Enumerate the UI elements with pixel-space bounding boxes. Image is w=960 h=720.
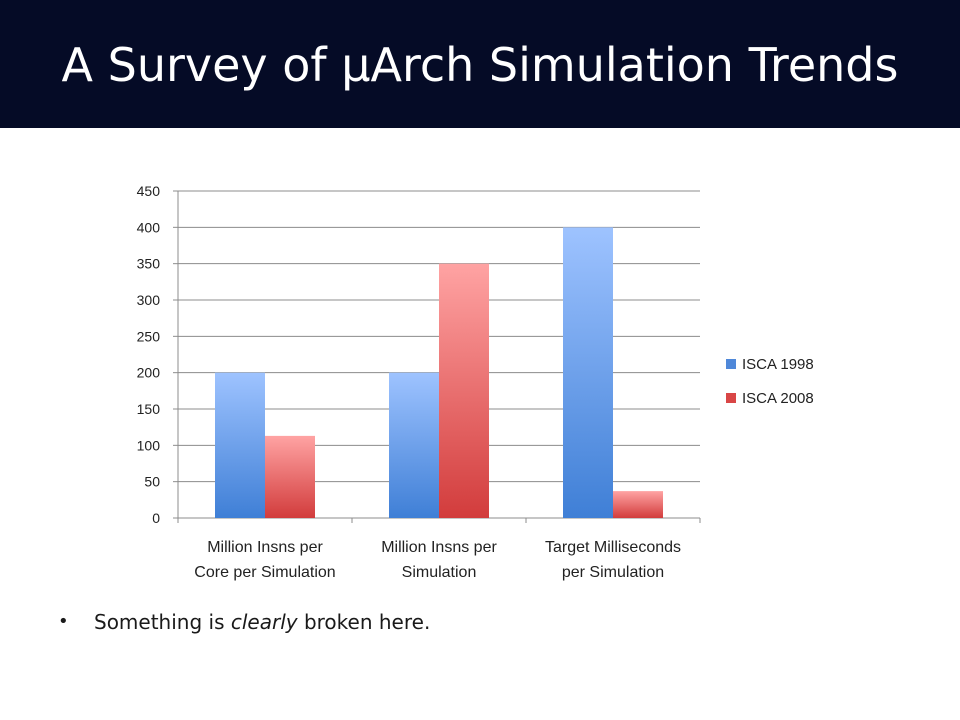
bars <box>215 227 663 518</box>
x-tick-label: Core per Simulation <box>194 564 335 581</box>
bar-isca-2008 <box>439 263 489 518</box>
y-tick-label: 100 <box>137 437 161 453</box>
legend-swatch <box>726 359 736 369</box>
legend-label: ISCA 2008 <box>742 390 814 407</box>
axis-labels: 0 50 100 150 200 250 300 350 400 450 Million Insns… <box>137 183 681 581</box>
title-bar: A Survey of µArch Simulation Trends <box>0 0 960 128</box>
bar-isca-1998 <box>215 372 265 518</box>
y-tick-label: 300 <box>137 292 161 308</box>
y-tick-label: 400 <box>137 219 161 235</box>
bar-isca-2008 <box>265 435 315 518</box>
y-tick-label: 200 <box>137 365 161 381</box>
slide-title: A Survey of µArch Simulation Trends <box>61 38 899 92</box>
bullet-text: Something is clearly broken here. <box>94 607 430 637</box>
y-tick-label: 350 <box>137 256 161 272</box>
bullet-text-emphasis: clearly <box>230 610 298 634</box>
legend-label: ISCA 1998 <box>742 356 814 373</box>
bar-chart: 0 50 100 150 200 250 300 350 400 450 Million Insns… <box>137 183 814 581</box>
x-tick-label: Million Insns per <box>207 539 323 556</box>
y-tick-label: 450 <box>137 183 161 199</box>
y-tick-label: 50 <box>144 474 160 490</box>
legend: ISCA 1998 ISCA 2008 <box>726 356 814 407</box>
bullet-text-suffix: broken here. <box>297 610 431 634</box>
y-tick-label: 150 <box>137 401 161 417</box>
bar-isca-1998 <box>389 372 439 518</box>
x-tick-label: Target Milliseconds <box>545 539 681 556</box>
x-tick-label: per Simulation <box>562 564 664 581</box>
bullet-marker: • <box>58 611 69 632</box>
y-tick-label: 250 <box>137 328 161 344</box>
bar-isca-1998 <box>563 227 613 518</box>
y-tick-label: 0 <box>152 510 160 526</box>
bullet-text-prefix: Something is <box>94 610 231 634</box>
x-tick-label: Million Insns per <box>381 539 497 556</box>
x-tick-label: Simulation <box>402 564 477 581</box>
bar-isca-2008 <box>613 491 663 518</box>
legend-swatch <box>726 393 736 403</box>
